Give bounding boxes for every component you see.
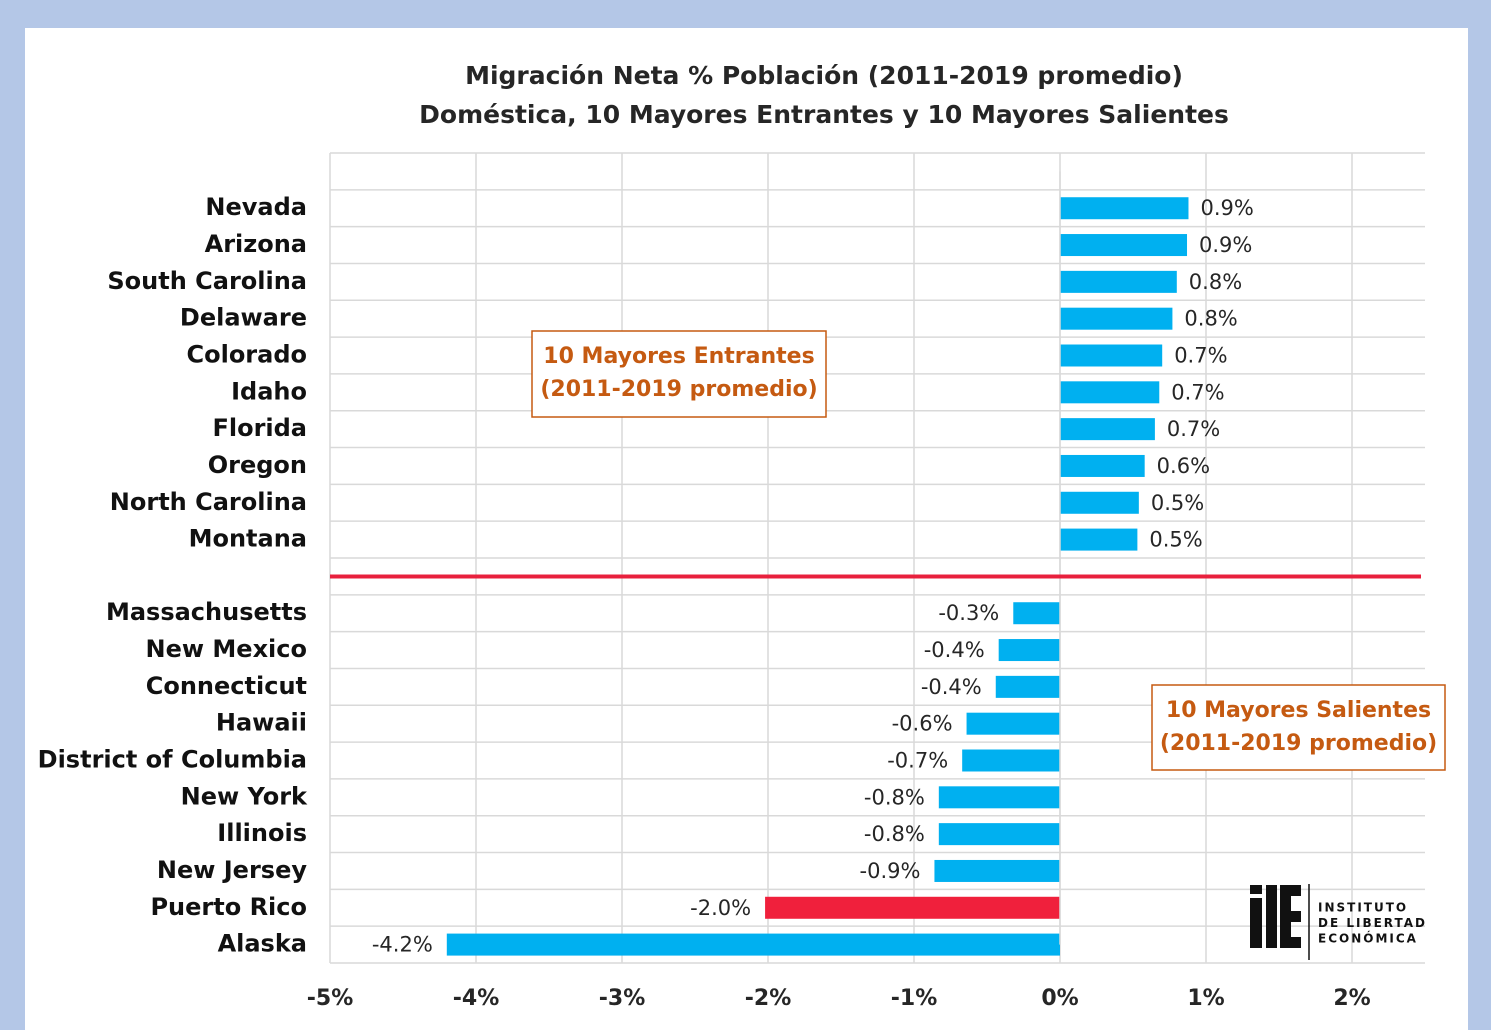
bar xyxy=(995,675,1060,698)
y-tick-label: Puerto Rico xyxy=(150,893,307,921)
data-label: 0.8% xyxy=(1184,307,1237,331)
bar xyxy=(934,859,1060,882)
logo-text: DE LIBERTAD xyxy=(1318,916,1427,930)
grid xyxy=(329,152,1425,964)
logo-shape xyxy=(1280,885,1301,948)
logo-shape xyxy=(1250,885,1262,894)
data-label: -0.4% xyxy=(921,675,982,699)
panel xyxy=(25,28,1468,1030)
bar xyxy=(1060,418,1155,441)
bar xyxy=(1060,344,1163,367)
data-label: -0.4% xyxy=(924,638,985,662)
annotation-text: 10 Mayores Salientes xyxy=(1166,698,1431,723)
data-label: 0.7% xyxy=(1174,344,1227,368)
y-tick-label: Alaska xyxy=(218,930,307,958)
bar xyxy=(966,712,1060,735)
x-tick-label: -3% xyxy=(599,986,645,1011)
data-label: 0.9% xyxy=(1200,196,1253,220)
bar xyxy=(1060,491,1139,514)
logo-shape xyxy=(1250,898,1262,948)
bar xyxy=(765,896,1060,919)
annotation-text: (2011-2019 promedio) xyxy=(1160,731,1437,756)
bar xyxy=(1013,602,1060,625)
y-tick-label: Arizona xyxy=(205,230,307,258)
x-tick-label: -5% xyxy=(307,986,353,1011)
data-label: -0.8% xyxy=(864,785,925,809)
y-tick-label: Illinois xyxy=(217,819,307,847)
bar xyxy=(938,786,1060,809)
annotation-box xyxy=(1151,684,1446,771)
logo xyxy=(1250,884,1310,960)
x-tick-label: -4% xyxy=(453,986,499,1011)
x-tick-label: -2% xyxy=(745,986,791,1011)
y-tick-label: Idaho xyxy=(231,377,307,405)
data-label: -0.3% xyxy=(938,601,999,625)
y-tick-label: Florida xyxy=(212,414,307,442)
data-label: -2.0% xyxy=(690,896,751,920)
annotation-box xyxy=(531,330,827,418)
logo-text: INSTITUTO xyxy=(1318,901,1408,915)
y-tick-label: New Mexico xyxy=(146,635,307,663)
logo-shape xyxy=(1266,885,1277,948)
data-label: 0.8% xyxy=(1189,270,1242,294)
x-tick-label: 2% xyxy=(1333,986,1370,1011)
x-tick-label: -1% xyxy=(891,986,937,1011)
bar xyxy=(1060,197,1189,220)
bar xyxy=(998,639,1060,662)
chart-title: Migración Neta % Población (2011-2019 pr… xyxy=(465,61,1183,90)
bar xyxy=(1060,270,1177,293)
data-label: -0.9% xyxy=(860,859,921,883)
y-tick-label: Oregon xyxy=(208,451,307,479)
y-tick-label: Massachusetts xyxy=(106,598,307,626)
data-label: -0.6% xyxy=(892,712,953,736)
bar xyxy=(1060,528,1138,551)
bar xyxy=(1060,307,1173,330)
y-tick-label: Colorado xyxy=(186,341,307,369)
bar xyxy=(1060,454,1145,477)
y-tick-label: Delaware xyxy=(180,304,307,332)
x-tick-label: 1% xyxy=(1187,986,1224,1011)
data-label: 0.7% xyxy=(1167,417,1220,441)
data-label: 0.5% xyxy=(1149,528,1202,552)
y-tick-label: Hawaii xyxy=(216,709,307,737)
data-label: 0.6% xyxy=(1157,454,1210,478)
y-tick-label: New York xyxy=(181,782,308,810)
annotation-text: (2011-2019 promedio) xyxy=(540,377,817,402)
bar xyxy=(446,933,1060,956)
y-tick-label: Connecticut xyxy=(146,672,307,700)
annotation-text: 10 Mayores Entrantes xyxy=(543,344,814,369)
chart-title: Doméstica, 10 Mayores Entrantes y 10 May… xyxy=(419,100,1229,129)
bar xyxy=(1060,381,1160,404)
data-label: -0.7% xyxy=(887,749,948,773)
data-label: 0.5% xyxy=(1151,491,1204,515)
bar xyxy=(962,749,1060,772)
y-tick-label: Nevada xyxy=(205,193,307,221)
x-tick-label: 0% xyxy=(1041,986,1078,1011)
data-label: -0.8% xyxy=(864,822,925,846)
logo-text: ECONÓMICA xyxy=(1318,931,1418,946)
bar xyxy=(938,823,1060,846)
data-label: 0.9% xyxy=(1199,233,1252,257)
y-tick-label: North Carolina xyxy=(110,488,307,516)
marks xyxy=(446,171,1189,956)
y-tick-label: South Carolina xyxy=(107,267,307,295)
data-label: 0.7% xyxy=(1171,380,1224,404)
y-tick-label: District of Columbia xyxy=(38,746,307,774)
data-label: -4.2% xyxy=(372,933,433,957)
bar xyxy=(1060,234,1188,257)
y-tick-label: New Jersey xyxy=(157,856,307,884)
y-tick-label: Montana xyxy=(189,525,307,553)
